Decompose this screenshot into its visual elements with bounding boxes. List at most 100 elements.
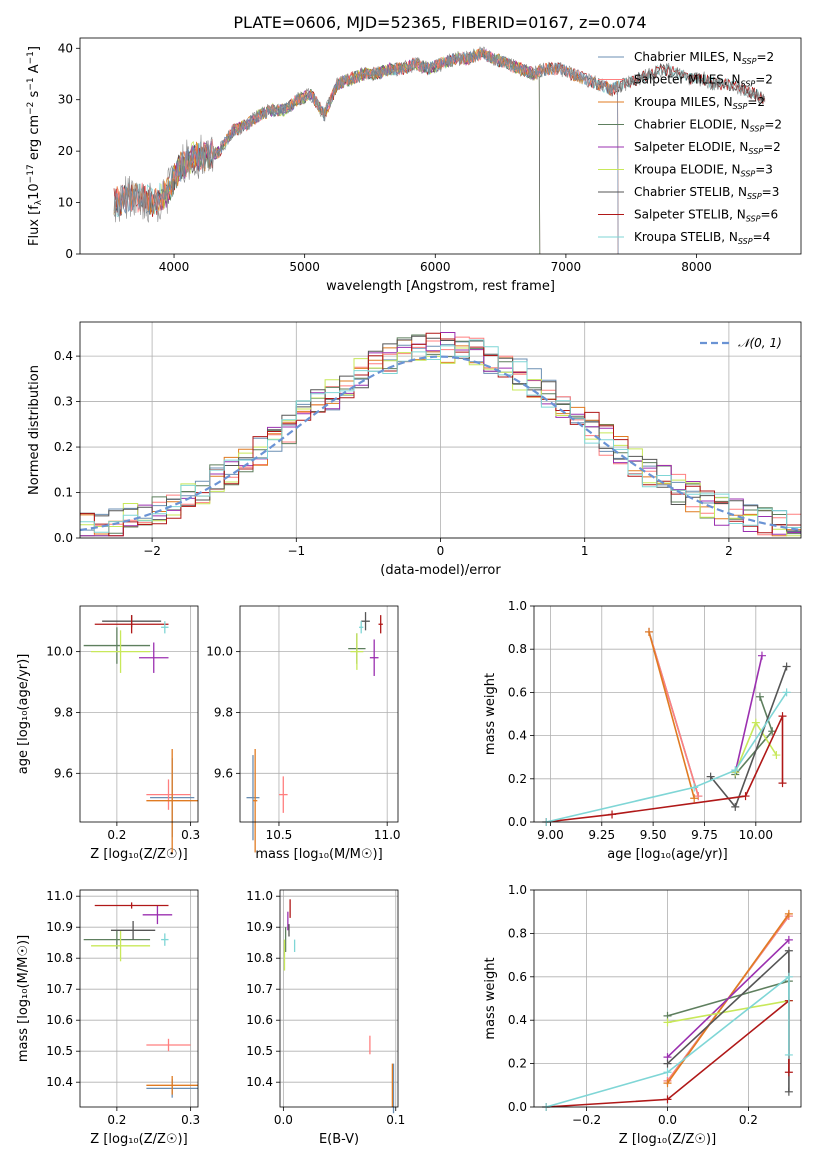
errorbar-point-kroupa-miles bbox=[146, 748, 198, 853]
legend-label: Chabrier MILES, NSSP=2 bbox=[634, 50, 774, 66]
age-massweight-panel: 9.00 9.25 9.50 9.75 10.00 0.0 0.2 0.4 0.6 0.8 1.0 a… bbox=[483, 599, 802, 862]
y-axis-label: mass [log₁₀(M/M☉)] bbox=[16, 935, 31, 1062]
y-tick-label: 10.5 bbox=[246, 1044, 273, 1058]
y-tick-label: 20 bbox=[58, 144, 73, 158]
legend-label-value: =3 bbox=[762, 185, 780, 199]
y-tick-label: 10.7 bbox=[46, 982, 73, 996]
x-tick-label: 0.2 bbox=[107, 1113, 126, 1127]
series-marker bbox=[663, 1095, 672, 1104]
legend-label-sub: SSP bbox=[742, 57, 757, 66]
legend-label-sub: SSP bbox=[741, 170, 756, 179]
y-tick-label: 0.2 bbox=[508, 772, 527, 786]
y-axis-label-part: ] bbox=[27, 46, 42, 51]
y-tick-label: 1.0 bbox=[508, 599, 527, 613]
y-tick-label: 9.6 bbox=[214, 766, 233, 780]
y-axis-label-part: Flux [f bbox=[27, 205, 42, 246]
mass-age-panel: 10.5 11.0 9.6 9.8 10.0 mass [log₁₀(M/M☉)] bbox=[206, 605, 401, 862]
legend-label-sub: SSP bbox=[750, 125, 765, 134]
spectrum-model-salpeter-miles bbox=[113, 47, 619, 254]
y-tick-label: 0.4 bbox=[508, 1013, 527, 1027]
series-line bbox=[546, 691, 788, 823]
legend-label-name: Kroupa ELODIE, N bbox=[634, 163, 741, 177]
series-marker bbox=[784, 909, 793, 918]
series-kroupa-miles bbox=[645, 627, 699, 803]
x-tick-label: 9.75 bbox=[691, 828, 718, 842]
y-axis-label-part: −17 bbox=[26, 164, 36, 183]
series-marker bbox=[784, 1068, 793, 1077]
y-tick-label: 10.0 bbox=[206, 645, 233, 659]
legend-label-value: =2 bbox=[756, 50, 774, 64]
errorbar-point-kroupa-miles bbox=[146, 1076, 198, 1095]
y-tick-label: 9.8 bbox=[214, 705, 233, 719]
series-line bbox=[546, 715, 784, 823]
x-tick-label: 11.0 bbox=[374, 828, 401, 842]
y-tick-label: 10.9 bbox=[246, 920, 273, 934]
y-tick-label: 0.4 bbox=[508, 729, 527, 743]
series-marker bbox=[741, 792, 750, 801]
errorbar-point-salpeter-stelib bbox=[94, 902, 169, 909]
errorbar-point-salpeter-elodie bbox=[139, 642, 169, 673]
y-tick-label: 0.0 bbox=[54, 531, 73, 545]
x-tick-label: −2 bbox=[143, 544, 161, 558]
errorbar-point-kroupa-stelib bbox=[161, 621, 169, 634]
series-marker bbox=[663, 1079, 672, 1088]
y-tick-label: 30 bbox=[58, 93, 73, 107]
residual-histogram-panel: −2 −1 0 1 2 0.0 0.1 0.2 0.3 0.4 (data-model)/error… bbox=[27, 321, 802, 578]
errorbar-point-salpeter-elodie bbox=[142, 905, 173, 925]
y-tick-label: 0.8 bbox=[508, 642, 527, 656]
legend-label: Salpeter STELIB, NSSP=6 bbox=[634, 208, 778, 224]
errorbar-point-salpeter-stelib bbox=[94, 615, 169, 634]
y-tick-label: 10.6 bbox=[46, 1013, 73, 1027]
legend-label-value: =2 bbox=[755, 73, 773, 87]
series-salpeter-elodie bbox=[663, 935, 793, 1062]
histograms bbox=[80, 332, 801, 538]
legend-label-sub: SSP bbox=[747, 192, 762, 201]
series-chabrier-stelib bbox=[706, 662, 791, 811]
y-axis-label-part: −1 bbox=[26, 77, 36, 90]
x-tick-label: 6000 bbox=[420, 260, 451, 274]
x-axis-label: mass [log₁₀(M/M☉)] bbox=[255, 847, 382, 862]
y-tick-label: 10.5 bbox=[46, 1044, 73, 1058]
series-marker bbox=[778, 779, 787, 788]
y-tick-label: 10.4 bbox=[46, 1075, 73, 1089]
x-tick-label: 0 bbox=[437, 544, 445, 558]
legend-label: Salpeter ELODIE, NSSP=2 bbox=[634, 140, 781, 156]
legend-label-sub: SSP bbox=[748, 147, 763, 156]
series-marker bbox=[663, 1068, 672, 1077]
y-tick-label: 0.2 bbox=[54, 440, 73, 454]
x-tick-label: 0.0 bbox=[658, 1113, 677, 1127]
legend-label-name: Chabrier MILES, N bbox=[634, 50, 742, 64]
series-marker bbox=[663, 1018, 672, 1027]
y-axis-label: Flux [fλ10−17 erg cm−2 s−1 A−1] bbox=[26, 46, 44, 246]
axes-frame bbox=[79, 37, 802, 255]
legend-label-name: Chabrier ELODIE, N bbox=[634, 118, 750, 132]
errorbar-point-salpeter-miles bbox=[278, 776, 288, 813]
errorbar-point-kroupa-elodie bbox=[91, 630, 151, 673]
y-axis-label: age [log₁₀(age/yr)] bbox=[16, 654, 31, 775]
errorbar-point-kroupa-miles bbox=[252, 748, 258, 853]
series-line bbox=[545, 975, 790, 1108]
legend-label-value: =2 bbox=[763, 140, 781, 154]
errorbar-point-kroupa-stelib bbox=[161, 933, 169, 946]
x-tick-label: 9.25 bbox=[588, 828, 615, 842]
x-tick-label: 4000 bbox=[159, 260, 190, 274]
series-salpeter-elodie bbox=[731, 651, 766, 777]
legend-label-sub: SSP bbox=[741, 80, 756, 89]
axes-frame bbox=[533, 889, 802, 1108]
axes-frame bbox=[79, 889, 199, 1108]
y-tick-label: 9.6 bbox=[54, 766, 73, 780]
y-axis-label-part: −2 bbox=[26, 102, 36, 115]
y-tick-label: 0.6 bbox=[508, 685, 527, 699]
errorbar-point-kroupa-elodie bbox=[91, 930, 151, 962]
y-tick-label: 0.4 bbox=[54, 349, 73, 363]
y-tick-label: 9.8 bbox=[54, 705, 73, 719]
z-mass-panel: 0.2 0.3 10.4 10.5 10.6 10.7 10.8 10.9 11.0 Z [log… bbox=[16, 889, 200, 1147]
x-axis-label: (data-model)/error bbox=[380, 563, 501, 578]
x-tick-label: 9.50 bbox=[640, 828, 667, 842]
x-tick-label: 5000 bbox=[289, 260, 320, 274]
errorbar-point-salpeter-miles bbox=[146, 1038, 191, 1052]
legend-label-value: =4 bbox=[753, 230, 771, 244]
errorbar-point-kroupa-stelib bbox=[359, 621, 364, 634]
series-marker bbox=[782, 662, 791, 671]
